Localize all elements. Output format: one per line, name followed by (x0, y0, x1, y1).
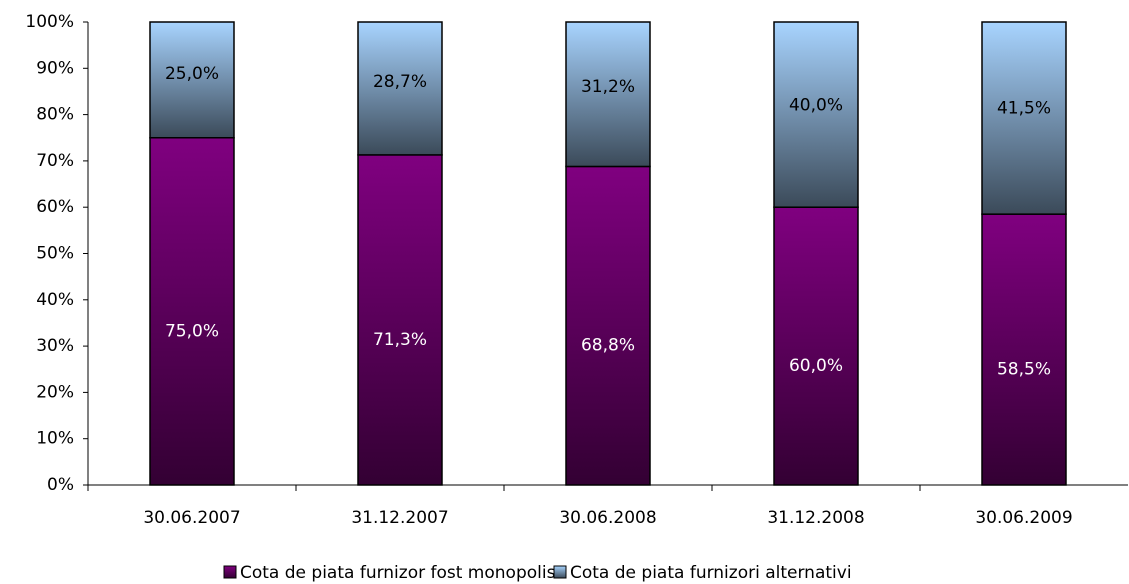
legend-label: Cota de piata furnizor fost monopolist (240, 563, 562, 583)
bar-segment (773, 21, 859, 208)
data-label: 60,0% (789, 356, 843, 376)
data-label: 31,2% (581, 77, 635, 97)
bar-segment (565, 21, 651, 168)
y-tick-label: 80% (36, 105, 74, 125)
y-tick-label: 90% (36, 58, 74, 78)
data-label: 71,3% (373, 330, 427, 350)
bar-segment (149, 21, 235, 139)
bar-segment (981, 213, 1067, 486)
bar-segment (357, 154, 443, 486)
bar-segment (565, 165, 651, 486)
x-tick-label: 31.12.2008 (767, 508, 864, 528)
x-tick-label: 30.06.2008 (559, 508, 656, 528)
y-tick-label: 10% (36, 429, 74, 449)
data-label: 75,0% (165, 321, 219, 341)
legend-label: Cota de piata furnizori alternativi (570, 563, 852, 583)
x-tick-label: 31.12.2007 (351, 508, 448, 528)
bar-segment (357, 21, 443, 156)
bar-segment (773, 206, 859, 486)
legend-swatch (223, 565, 237, 579)
y-tick-label: 20% (36, 382, 74, 402)
data-label: 68,8% (581, 336, 635, 356)
legend-swatch (553, 565, 567, 579)
bar-segment (981, 21, 1067, 215)
y-tick-label: 40% (36, 290, 74, 310)
data-label: 40,0% (789, 95, 843, 115)
y-tick-label: 100% (25, 12, 74, 32)
y-tick-label: 50% (36, 244, 74, 264)
y-tick-label: 70% (36, 151, 74, 171)
data-label: 28,7% (373, 72, 427, 92)
x-tick-label: 30.06.2009 (975, 508, 1072, 528)
y-tick-label: 0% (47, 475, 74, 495)
bar-segment (149, 137, 235, 486)
data-label: 58,5% (997, 360, 1051, 380)
y-tick-label: 30% (36, 336, 74, 356)
y-tick-label: 60% (36, 197, 74, 217)
data-label: 25,0% (165, 64, 219, 84)
data-label: 41,5% (997, 98, 1051, 118)
x-tick-label: 30.06.2007 (143, 508, 240, 528)
